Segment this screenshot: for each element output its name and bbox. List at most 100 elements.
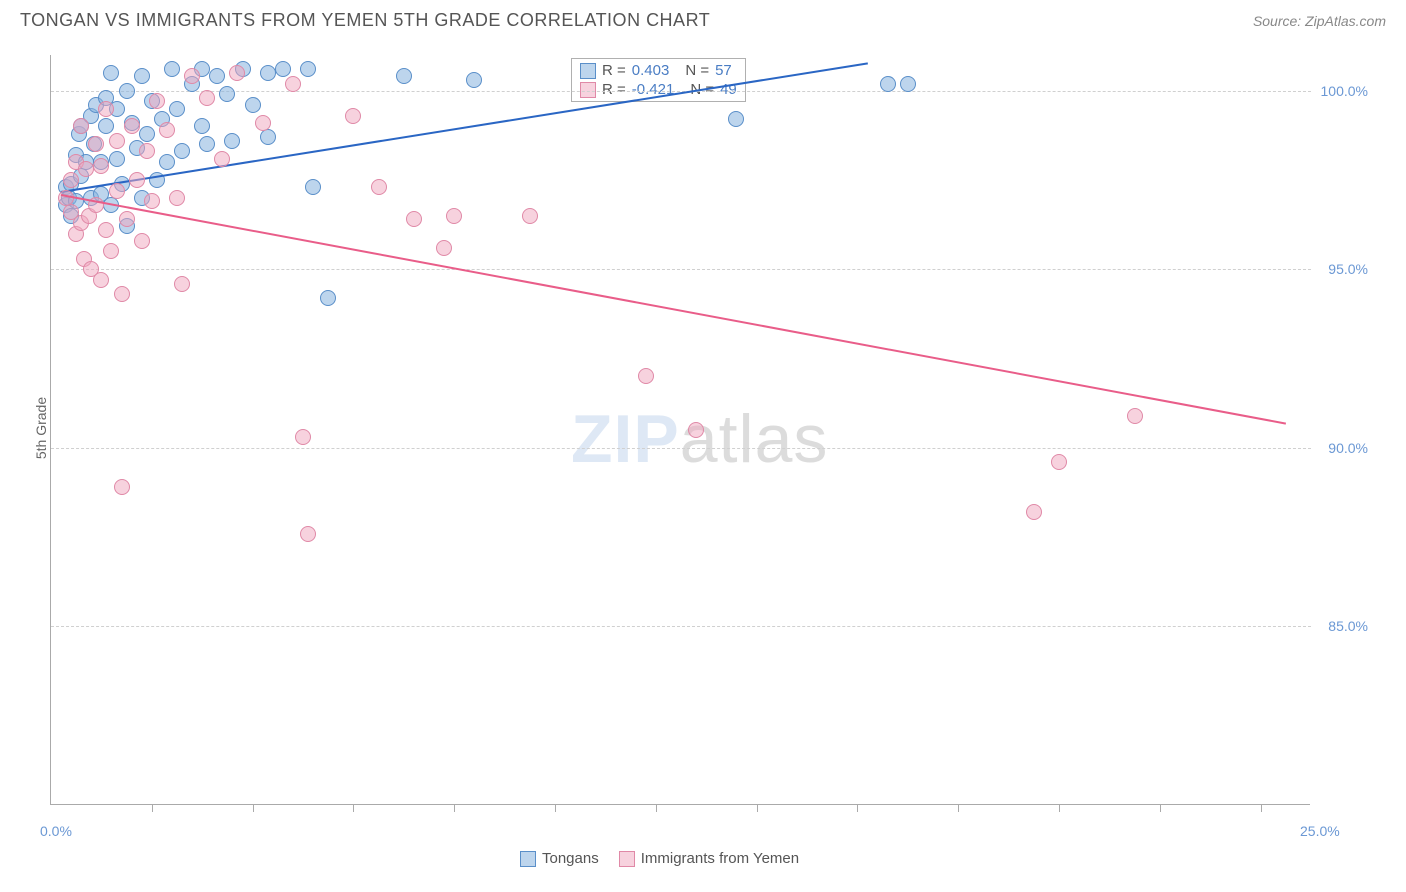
data-point	[199, 90, 215, 106]
watermark: ZIPatlas	[571, 400, 828, 478]
data-point	[149, 93, 165, 109]
x-tick	[1160, 804, 1161, 812]
data-point	[880, 76, 896, 92]
watermark-thin: atlas	[680, 401, 829, 477]
blue-swatch-icon	[520, 851, 536, 867]
data-point	[371, 179, 387, 195]
watermark-bold: ZIP	[571, 401, 680, 477]
data-point	[245, 97, 261, 113]
data-point	[1026, 504, 1042, 520]
stats-r-label: R =	[602, 81, 626, 98]
x-tick	[1059, 804, 1060, 812]
data-point	[396, 68, 412, 84]
data-point	[124, 118, 140, 134]
data-point	[184, 68, 200, 84]
stats-n-value: 57	[715, 62, 732, 79]
x-tick	[152, 804, 153, 812]
x-tick-label: 25.0%	[1300, 823, 1340, 839]
pink-swatch-icon	[580, 82, 596, 98]
gridline-h	[51, 269, 1311, 270]
data-point	[93, 158, 109, 174]
data-point	[134, 68, 150, 84]
data-point	[406, 211, 422, 227]
data-point	[295, 429, 311, 445]
legend-item: Tongans	[520, 850, 599, 867]
y-tick-label: 100.0%	[1318, 83, 1368, 99]
data-point	[446, 208, 462, 224]
data-point	[159, 122, 175, 138]
data-point	[900, 76, 916, 92]
legend: Tongans Immigrants from Yemen	[520, 850, 799, 867]
y-axis-label: 5th Grade	[33, 397, 49, 459]
pink-swatch-icon	[619, 851, 635, 867]
data-point	[164, 61, 180, 77]
data-point	[109, 133, 125, 149]
data-point	[159, 154, 175, 170]
x-tick	[353, 804, 354, 812]
data-point	[229, 65, 245, 81]
x-tick	[757, 804, 758, 812]
data-point	[1127, 408, 1143, 424]
data-point	[320, 290, 336, 306]
data-point	[1051, 454, 1067, 470]
regression-line	[61, 194, 1286, 425]
data-point	[98, 118, 114, 134]
x-tick	[857, 804, 858, 812]
gridline-h	[51, 448, 1311, 449]
x-tick	[253, 804, 254, 812]
x-tick	[1261, 804, 1262, 812]
data-point	[78, 161, 94, 177]
data-point	[103, 243, 119, 259]
chart-title: TONGAN VS IMMIGRANTS FROM YEMEN 5TH GRAD…	[20, 10, 710, 31]
data-point	[728, 111, 744, 127]
data-point	[688, 422, 704, 438]
data-point	[285, 76, 301, 92]
data-point	[300, 526, 316, 542]
legend-label: Immigrants from Yemen	[641, 850, 799, 867]
data-point	[214, 151, 230, 167]
data-point	[219, 86, 235, 102]
data-point	[300, 61, 316, 77]
data-point	[638, 368, 654, 384]
gridline-h	[51, 626, 1311, 627]
stats-n-label: N =	[685, 62, 709, 79]
data-point	[98, 101, 114, 117]
data-point	[260, 65, 276, 81]
y-tick-label: 85.0%	[1318, 618, 1368, 634]
data-point	[93, 272, 109, 288]
data-point	[134, 233, 150, 249]
data-point	[260, 129, 276, 145]
chart-container: ZIPatlas R =0.403N =57R =-0.421N =49 85.…	[50, 55, 1370, 805]
legend-label: Tongans	[542, 850, 599, 867]
data-point	[169, 101, 185, 117]
data-point	[199, 136, 215, 152]
plot-area: ZIPatlas R =0.403N =57R =-0.421N =49 85.…	[50, 55, 1310, 805]
data-point	[522, 208, 538, 224]
x-tick	[555, 804, 556, 812]
stats-row: R = 0.403 N = 57	[580, 61, 737, 80]
data-point	[436, 240, 452, 256]
data-point	[119, 83, 135, 99]
data-point	[119, 211, 135, 227]
data-point	[466, 72, 482, 88]
data-point	[194, 118, 210, 134]
regression-line	[61, 62, 868, 193]
x-tick-label: 0.0%	[40, 823, 72, 839]
data-point	[109, 151, 125, 167]
source-label: Source: ZipAtlas.com	[1253, 13, 1386, 29]
legend-item: Immigrants from Yemen	[619, 850, 799, 867]
data-point	[129, 172, 145, 188]
data-point	[98, 222, 114, 238]
data-point	[174, 276, 190, 292]
data-point	[109, 183, 125, 199]
stats-r-label: R =	[602, 62, 626, 79]
x-tick	[958, 804, 959, 812]
x-tick	[454, 804, 455, 812]
data-point	[139, 143, 155, 159]
y-tick-label: 90.0%	[1318, 440, 1368, 456]
data-point	[144, 193, 160, 209]
data-point	[345, 108, 361, 124]
data-point	[224, 133, 240, 149]
stats-r-value: 0.403	[632, 62, 670, 79]
data-point	[139, 126, 155, 142]
